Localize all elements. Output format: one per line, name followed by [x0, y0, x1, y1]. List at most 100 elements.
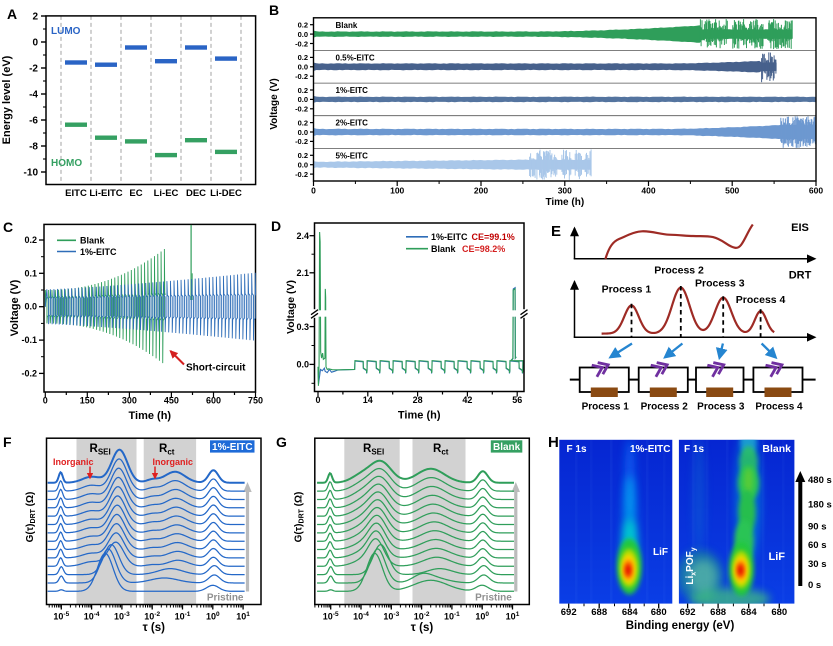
- svg-text:G(τ)DRT (Ω): G(τ)DRT (Ω): [293, 492, 305, 543]
- svg-text:-0.2: -0.2: [21, 368, 37, 378]
- svg-text:-0.2: -0.2: [295, 105, 308, 114]
- svg-text:Process 3: Process 3: [697, 402, 745, 413]
- svg-text:EIS: EIS: [791, 222, 809, 234]
- svg-text:0.0: 0.0: [24, 302, 37, 312]
- svg-text:0.0: 0.0: [298, 95, 308, 104]
- svg-text:0: 0: [43, 396, 48, 406]
- svg-text:-0.2: -0.2: [295, 170, 308, 179]
- svg-text:600: 600: [809, 186, 823, 196]
- svg-text:τ (s): τ (s): [411, 622, 434, 634]
- svg-text:0.0: 0.0: [298, 30, 308, 39]
- svg-text:300: 300: [122, 396, 137, 406]
- svg-text:F: F: [3, 434, 12, 450]
- svg-text:Voltage (V): Voltage (V): [9, 279, 21, 336]
- svg-text:1%-EITC: 1%-EITC: [630, 444, 671, 455]
- svg-text:F 1s: F 1s: [567, 444, 587, 455]
- svg-text:Inorganic: Inorganic: [53, 457, 94, 467]
- svg-text:10-5: 10-5: [53, 611, 69, 622]
- svg-text:DEC: DEC: [186, 188, 206, 199]
- svg-text:42: 42: [462, 395, 472, 405]
- svg-text:10-1: 10-1: [444, 611, 460, 622]
- svg-text:Binding energy (eV): Binding energy (eV): [626, 620, 735, 632]
- svg-text:180 s: 180 s: [808, 500, 832, 511]
- svg-text:10-3: 10-3: [383, 611, 399, 622]
- svg-text:C: C: [3, 219, 13, 235]
- svg-text:0.2: 0.2: [298, 21, 308, 30]
- svg-text:100: 100: [475, 611, 489, 622]
- svg-text:0.2: 0.2: [298, 86, 308, 95]
- svg-text:0.2: 0.2: [298, 53, 308, 62]
- svg-text:Time (h): Time (h): [398, 410, 441, 422]
- svg-text:-8: -8: [29, 142, 38, 153]
- svg-text:692: 692: [561, 607, 577, 618]
- svg-text:Pristine: Pristine: [207, 593, 244, 604]
- svg-text:90 s: 90 s: [808, 522, 827, 533]
- svg-text:0.0: 0.0: [298, 63, 308, 72]
- svg-text:680: 680: [651, 607, 667, 618]
- svg-text:2.1: 2.1: [296, 268, 309, 278]
- svg-text:Process 2: Process 2: [654, 265, 704, 277]
- svg-text:-0.2: -0.2: [295, 137, 308, 146]
- svg-text:Time (h): Time (h): [129, 410, 172, 422]
- svg-text:τ (s): τ (s): [143, 622, 166, 634]
- svg-text:0.0: 0.0: [296, 360, 309, 370]
- svg-text:Blank: Blank: [762, 443, 791, 455]
- svg-text:Process 1: Process 1: [582, 402, 630, 413]
- svg-text:450: 450: [164, 396, 179, 406]
- svg-text:Voltage (V): Voltage (V): [285, 280, 297, 334]
- svg-text:2%-EITC: 2%-EITC: [336, 119, 369, 128]
- svg-text:LixPOFy: LixPOFy: [685, 547, 698, 584]
- svg-text:Blank: Blank: [336, 21, 358, 30]
- svg-text:-10: -10: [24, 168, 39, 179]
- svg-text:10-5: 10-5: [323, 611, 339, 622]
- svg-text:400: 400: [641, 186, 655, 196]
- svg-text:480 s: 480 s: [808, 475, 832, 486]
- svg-text:CE=99.1%: CE=99.1%: [472, 232, 515, 242]
- svg-text:100: 100: [206, 611, 220, 622]
- svg-text:D: D: [271, 218, 281, 234]
- svg-text:1%-EITC: 1%-EITC: [431, 232, 468, 242]
- svg-text:Blank: Blank: [493, 442, 521, 453]
- svg-text:E: E: [551, 223, 561, 240]
- svg-text:Inorganic: Inorganic: [153, 457, 194, 467]
- svg-text:2.4: 2.4: [296, 231, 309, 241]
- svg-text:150: 150: [80, 396, 95, 406]
- svg-text:Process 3: Process 3: [695, 278, 745, 290]
- svg-text:30 s: 30 s: [808, 559, 827, 570]
- svg-text:0: 0: [32, 38, 38, 49]
- svg-text:1%-EITC: 1%-EITC: [336, 86, 369, 95]
- svg-text:684: 684: [622, 607, 639, 618]
- svg-text:G: G: [276, 434, 287, 450]
- svg-text:0.2: 0.2: [24, 235, 37, 245]
- svg-text:300: 300: [558, 186, 572, 196]
- svg-text:A: A: [7, 6, 17, 22]
- svg-text:200: 200: [474, 186, 488, 196]
- svg-text:28: 28: [413, 395, 423, 405]
- svg-text:Energy level (eV): Energy level (eV): [1, 55, 13, 144]
- svg-text:10-4: 10-4: [353, 611, 369, 622]
- svg-text:0: 0: [315, 395, 320, 405]
- svg-text:Li-DEC: Li-DEC: [210, 188, 242, 199]
- svg-text:684: 684: [741, 607, 758, 618]
- svg-text:101: 101: [506, 611, 520, 622]
- svg-text:LiF: LiF: [653, 547, 668, 558]
- svg-text:0.0: 0.0: [298, 161, 308, 170]
- svg-text:10-1: 10-1: [175, 611, 191, 622]
- svg-text:10-2: 10-2: [414, 611, 430, 622]
- svg-text:0.2: 0.2: [298, 151, 308, 160]
- svg-text:680: 680: [771, 607, 787, 618]
- svg-text:Process 4: Process 4: [736, 294, 786, 306]
- svg-text:60 s: 60 s: [808, 540, 827, 551]
- svg-text:Voltage (V): Voltage (V): [269, 78, 280, 129]
- svg-text:500: 500: [725, 186, 739, 196]
- svg-text:Process 2: Process 2: [641, 402, 689, 413]
- svg-text:Process 1: Process 1: [602, 284, 652, 296]
- svg-text:Li-EITC: Li-EITC: [89, 188, 122, 199]
- svg-text:Short-circuit: Short-circuit: [186, 363, 246, 374]
- svg-text:750: 750: [248, 396, 263, 406]
- svg-text:H: H: [548, 434, 559, 451]
- svg-text:1%-EITC: 1%-EITC: [80, 247, 117, 257]
- svg-text:F 1s: F 1s: [684, 444, 704, 455]
- svg-text:-0.2: -0.2: [295, 72, 308, 81]
- svg-text:B: B: [269, 2, 279, 18]
